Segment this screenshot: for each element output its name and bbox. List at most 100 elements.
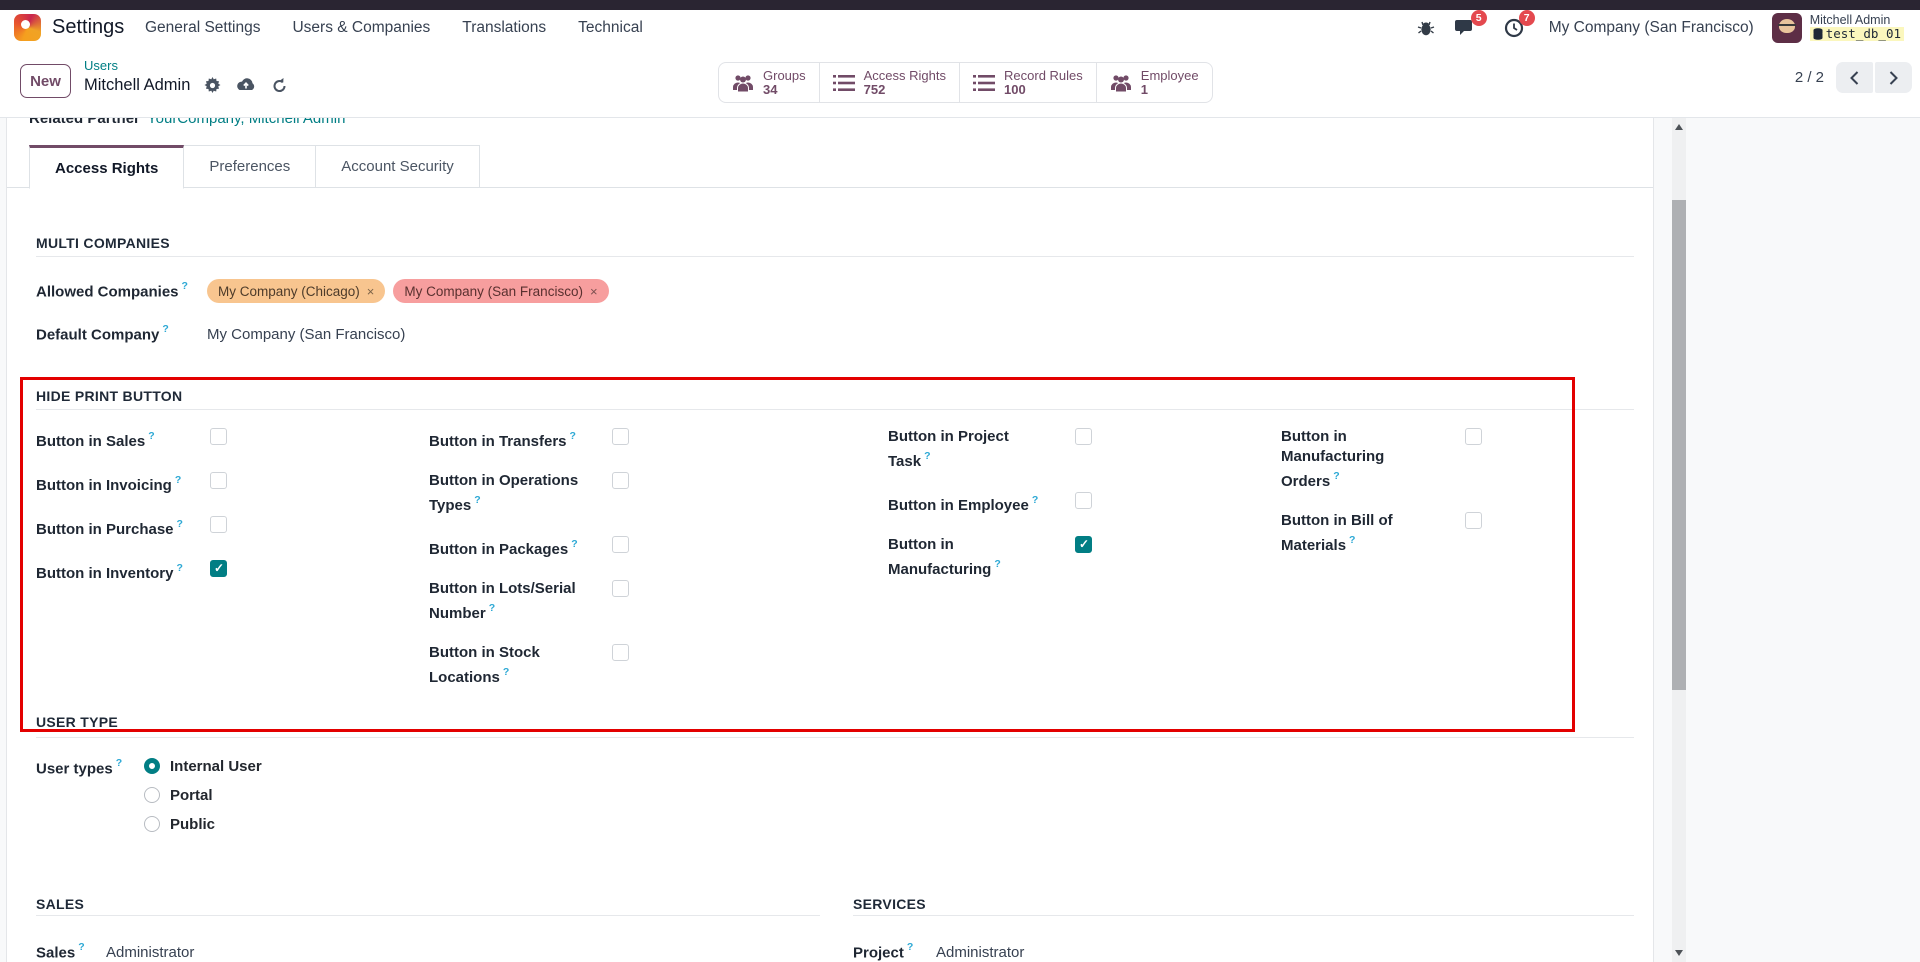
related-partner-row: Related Partner YourCompany, Mitchell Ad… <box>29 118 345 129</box>
company-switcher[interactable]: My Company (San Francisco) <box>1548 19 1754 36</box>
checkbox[interactable] <box>1465 512 1482 529</box>
help-marker[interactable]: ? <box>176 562 183 574</box>
app-name[interactable]: Settings <box>52 16 125 38</box>
tag-remove-icon[interactable]: × <box>366 283 375 299</box>
radio-portal[interactable]: Portal <box>144 787 262 804</box>
checkbox[interactable] <box>1075 536 1092 553</box>
pager-next-button[interactable] <box>1875 62 1912 93</box>
sales-field: Sales? Administrator <box>36 941 195 962</box>
checkbox-field-button-in-manufacturing: Button in Manufacturing? <box>888 535 1138 580</box>
radio-button[interactable] <box>144 816 160 832</box>
radio-button[interactable] <box>144 787 160 803</box>
radio-internal-user[interactable]: Internal User <box>144 758 262 775</box>
scroll-up-arrow-icon[interactable] <box>1675 124 1683 130</box>
checkbox[interactable] <box>612 472 629 489</box>
checkbox[interactable] <box>612 428 629 445</box>
field-label: Button in Bill of Materials <box>1281 512 1393 554</box>
settings-app-icon[interactable] <box>14 14 41 41</box>
tag-text: My Company (San Francisco) <box>404 283 583 299</box>
form-sheet: Related Partner YourCompany, Mitchell Ad… <box>6 118 1654 962</box>
checkbox-field-button-in-sales: Button in Sales? <box>36 427 286 452</box>
checkbox[interactable] <box>1075 428 1092 445</box>
help-marker[interactable]: ? <box>1349 534 1356 546</box>
project-label: Project <box>853 944 904 962</box>
nav-item-general-settings[interactable]: General Settings <box>145 19 261 36</box>
checkbox-field-button-in-purchase: Button in Purchase? <box>36 515 286 540</box>
cloud-save-icon[interactable] <box>235 77 257 93</box>
vertical-scrollbar[interactable] <box>1672 118 1686 962</box>
undo-icon[interactable] <box>271 77 288 94</box>
help-marker[interactable]: ? <box>569 430 576 442</box>
company-tag-chicago[interactable]: My Company (Chicago) × <box>207 279 386 303</box>
nav-item-users-companies[interactable]: Users & Companies <box>292 19 431 36</box>
stat-label: Record Rules <box>1004 67 1083 83</box>
radio-button[interactable] <box>144 758 160 774</box>
checkbox[interactable] <box>210 472 227 489</box>
stat-button-access-rights[interactable]: Access Rights 752 <box>819 62 961 103</box>
checkbox[interactable] <box>1465 428 1482 445</box>
checkbox[interactable] <box>612 536 629 553</box>
stat-button-employee[interactable]: Employee 1 <box>1096 62 1213 103</box>
activities-icon[interactable]: 7 <box>1501 10 1535 41</box>
scrollbar-thumb[interactable] <box>1672 200 1686 690</box>
nav-item-translations[interactable]: Translations <box>462 19 547 36</box>
database-icon <box>1813 28 1823 40</box>
user-avatar[interactable] <box>1771 13 1802 43</box>
help-marker[interactable]: ? <box>924 450 931 462</box>
checkbox[interactable] <box>210 516 227 533</box>
default-company-value[interactable]: My Company (San Francisco) <box>207 325 406 343</box>
stat-label: Access Rights <box>863 67 947 83</box>
messages-icon[interactable]: 5 <box>1453 10 1487 41</box>
field-label: Button in Purchase <box>36 521 174 538</box>
help-marker[interactable]: ? <box>148 430 155 442</box>
breadcrumb-current-record: Mitchell Admin <box>84 76 191 94</box>
checkbox-field-button-in-manufacturing-orders: Button in Manufacturing Orders? <box>1281 427 1531 492</box>
help-marker[interactable]: ? <box>474 494 481 506</box>
field-label: Button in Invoicing <box>36 477 172 494</box>
checkbox[interactable] <box>612 644 629 661</box>
control-panel: New Users Mitchell Admin Groups 34 <box>0 46 1920 118</box>
help-marker[interactable]: ? <box>488 602 496 614</box>
help-marker[interactable]: ? <box>571 538 578 550</box>
tab-account-security[interactable]: Account Security <box>316 145 480 188</box>
help-marker[interactable]: ? <box>176 518 183 530</box>
help-marker[interactable]: ? <box>78 941 85 953</box>
checkbox[interactable] <box>210 428 227 445</box>
new-button[interactable]: New <box>20 64 71 98</box>
breadcrumb-users-link[interactable]: Users <box>84 58 118 73</box>
help-marker[interactable]: ? <box>162 323 169 335</box>
stat-value: 34 <box>763 81 778 97</box>
user-menu[interactable]: Mitchell Admin test_db_01 <box>1809 13 1904 43</box>
help-marker[interactable]: ? <box>1031 494 1039 506</box>
scroll-down-arrow-icon[interactable] <box>1675 950 1683 956</box>
related-partner-link[interactable]: YourCompany, Mitchell Admin <box>147 118 346 127</box>
nav-item-technical[interactable]: Technical <box>578 19 643 36</box>
checkbox[interactable] <box>612 580 629 597</box>
tab-preferences[interactable]: Preferences <box>184 145 317 188</box>
sales-value[interactable]: Administrator <box>106 943 195 961</box>
help-marker[interactable]: ? <box>1333 470 1340 482</box>
tab-access-rights[interactable]: Access Rights <box>29 145 185 189</box>
help-marker[interactable]: ? <box>994 558 1001 570</box>
checkbox[interactable] <box>1075 492 1092 509</box>
radio-public[interactable]: Public <box>144 816 262 833</box>
checkbox[interactable] <box>210 560 227 577</box>
project-value[interactable]: Administrator <box>936 943 1025 961</box>
company-tag-san-francisco[interactable]: My Company (San Francisco) × <box>393 279 609 303</box>
help-marker[interactable]: ? <box>181 279 188 292</box>
help-marker[interactable]: ? <box>115 757 123 769</box>
help-marker[interactable]: ? <box>174 474 182 486</box>
section-title-hide-print-button: HIDE PRINT BUTTON <box>36 388 183 404</box>
pager-previous-button[interactable] <box>1836 62 1873 93</box>
checkbox-field-button-in-bill-of-materials: Button in Bill of Materials? <box>1281 511 1531 556</box>
database-chip: test_db_01 <box>1809 27 1904 41</box>
activities-badge: 7 <box>1518 10 1535 26</box>
help-marker[interactable]: ? <box>906 941 914 953</box>
debug-bug-icon[interactable] <box>1413 15 1439 41</box>
stat-button-record-rules[interactable]: Record Rules 100 <box>960 62 1097 103</box>
help-marker[interactable]: ? <box>502 666 510 678</box>
stat-button-groups[interactable]: Groups 34 <box>718 62 820 103</box>
user-type-radio-group: Internal User Portal Public <box>144 758 262 845</box>
gear-icon[interactable] <box>204 76 221 94</box>
tag-remove-icon[interactable]: × <box>589 283 598 299</box>
